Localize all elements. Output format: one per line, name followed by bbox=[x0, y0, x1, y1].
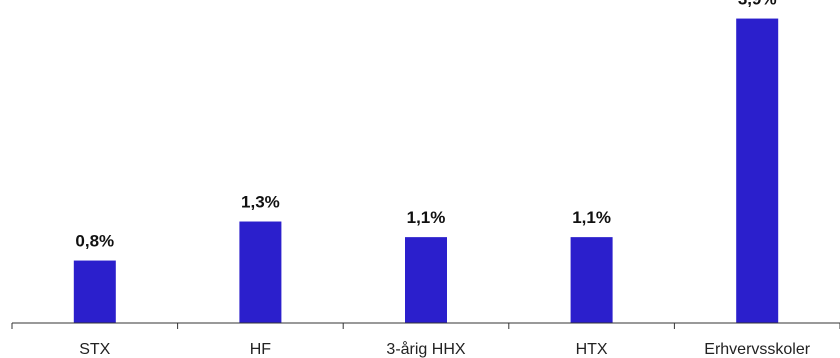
bar-hf bbox=[239, 221, 282, 323]
bar-stx bbox=[73, 260, 116, 323]
value-labels-group: 0,8% 1,3% 1,1% 1,1% 3,9% bbox=[75, 0, 776, 251]
value-label: 1,3% bbox=[241, 193, 280, 212]
value-label: 1,1% bbox=[407, 208, 446, 227]
category-label: HF bbox=[250, 341, 272, 358]
category-label: Erhvervsskoler bbox=[704, 341, 810, 358]
category-label: 3-årig HHX bbox=[386, 340, 465, 358]
value-label: 0,8% bbox=[75, 232, 114, 251]
bars-group bbox=[73, 18, 779, 323]
bar-erhvervsskoler bbox=[736, 18, 779, 323]
value-label: 3,9% bbox=[738, 0, 777, 9]
category-labels-group: STX HF 3-årig HHX HTX Erhvervsskoler bbox=[79, 340, 811, 358]
x-axis-ticks bbox=[11, 323, 840, 329]
category-label: HTX bbox=[576, 341, 608, 358]
category-label: STX bbox=[79, 341, 110, 358]
value-label: 1,1% bbox=[572, 208, 611, 227]
bar-3-rig-hhx bbox=[405, 237, 447, 323]
bar-htx bbox=[570, 237, 613, 323]
